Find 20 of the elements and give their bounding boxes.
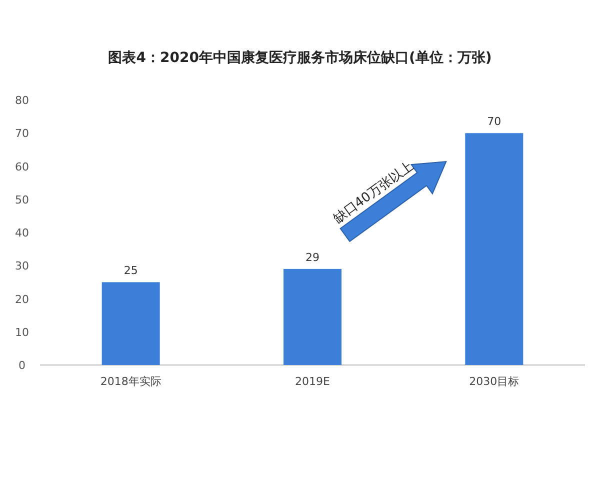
bar: [284, 268, 342, 365]
data-label: 29: [306, 250, 320, 264]
y-tick-label: 80: [15, 94, 29, 107]
annotation: 缺口40万张以上: [330, 158, 416, 226]
data-label: 25: [124, 264, 138, 278]
x-tick-label: 2019E: [295, 375, 330, 388]
y-tick-label: 10: [15, 326, 29, 339]
x-tick-label: 2030目标: [469, 375, 520, 388]
y-tick-label: 50: [15, 193, 29, 206]
x-tick-label: 2018年实际: [100, 375, 162, 388]
y-tick-label: 0: [18, 359, 26, 372]
y-tick-label: 70: [15, 127, 29, 140]
y-tick-label: 20: [15, 292, 29, 306]
y-tick-label: 60: [15, 160, 29, 174]
data-label: 70: [487, 115, 502, 128]
bar: [102, 282, 160, 365]
y-tick-label: 40: [15, 226, 29, 240]
y-tick-label: 30: [15, 260, 29, 273]
chart-title: 图表4：2020年中国康复医疗服务市场床位缺口(单位：万张): [108, 49, 492, 66]
bar: [465, 133, 524, 365]
